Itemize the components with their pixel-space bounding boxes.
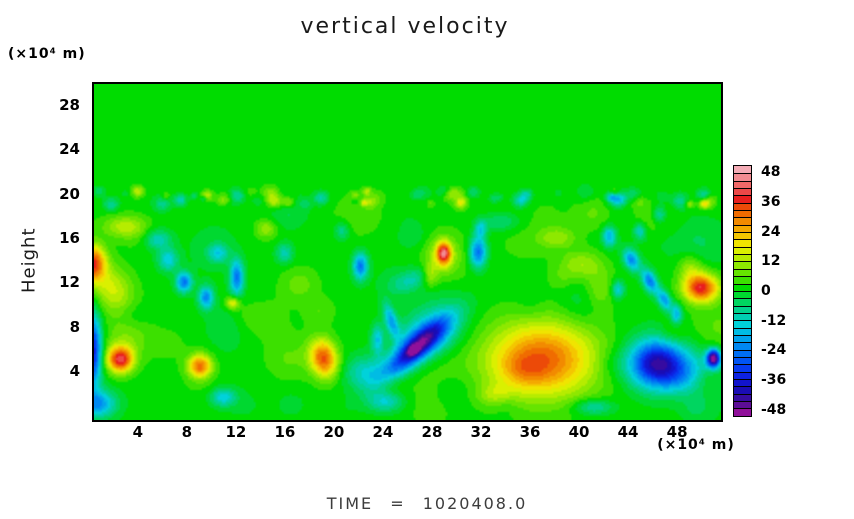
colorbar-segment bbox=[734, 334, 751, 343]
colorbar-segment bbox=[734, 371, 751, 379]
colorbar-segment bbox=[734, 290, 751, 299]
colorbar-tick-label: -24 bbox=[761, 342, 787, 359]
x-tick-label: 48 bbox=[666, 423, 688, 441]
colorbar-segment bbox=[734, 408, 751, 416]
colorbar-segment bbox=[734, 195, 751, 203]
colorbar-segment bbox=[734, 239, 751, 247]
y-tick-label: 4 bbox=[69, 361, 80, 380]
colorbar-segment bbox=[734, 342, 751, 350]
colorbar-segment bbox=[734, 283, 751, 291]
x-axis-unit-label: (×10⁴ m) bbox=[657, 437, 735, 453]
colorbar-segment bbox=[734, 232, 751, 240]
colorbar-segment bbox=[734, 210, 751, 218]
x-tick-label: 12 bbox=[225, 423, 247, 441]
y-tick-label: 20 bbox=[59, 184, 80, 203]
colorbar-segment bbox=[734, 320, 751, 328]
colorbar bbox=[733, 165, 752, 417]
x-tick-label: 40 bbox=[568, 423, 590, 441]
y-tick-label: 16 bbox=[59, 228, 80, 247]
x-tick-label: 20 bbox=[323, 423, 345, 441]
plot-frame bbox=[92, 82, 723, 422]
colorbar-segment bbox=[734, 305, 751, 313]
colorbar-segment bbox=[734, 166, 751, 174]
colorbar-tick-label: -36 bbox=[761, 371, 787, 388]
colorbar-segment bbox=[734, 173, 751, 181]
y-tick-label: 8 bbox=[69, 317, 80, 336]
x-tick-label: 36 bbox=[519, 423, 541, 441]
contour-plot-canvas bbox=[94, 84, 721, 420]
colorbar-segment bbox=[734, 188, 751, 196]
y-tick-label: 24 bbox=[59, 140, 80, 159]
colorbar-segment bbox=[734, 364, 751, 372]
colorbar-segment bbox=[734, 246, 751, 255]
y-axis-label: Height bbox=[18, 227, 40, 293]
x-tick-label: 32 bbox=[470, 423, 492, 441]
colorbar-tick-label: 36 bbox=[761, 194, 781, 211]
colorbar-segment bbox=[734, 276, 751, 284]
colorbar-segment bbox=[734, 386, 751, 394]
colorbar-segment bbox=[734, 268, 751, 277]
chart-title: vertical velocity bbox=[300, 14, 510, 39]
colorbar-tick-label: 12 bbox=[761, 253, 781, 270]
colorbar-segment bbox=[734, 327, 751, 335]
colorbar-segment bbox=[734, 261, 751, 269]
colorbar-segment bbox=[734, 393, 751, 401]
colorbar-tick-label: 24 bbox=[761, 223, 781, 240]
x-tick-label: 8 bbox=[181, 423, 193, 441]
x-tick-label: 28 bbox=[421, 423, 443, 441]
y-axis-unit-label: (×10⁴ m) bbox=[8, 46, 86, 62]
colorbar-segment bbox=[734, 349, 751, 357]
colorbar-tick-label: -48 bbox=[761, 401, 787, 418]
colorbar-segment bbox=[734, 202, 751, 211]
colorbar-segment bbox=[734, 298, 751, 306]
y-tick-label: 28 bbox=[59, 96, 80, 115]
colorbar-segment bbox=[734, 378, 751, 387]
colorbar-tick-label: 48 bbox=[761, 164, 781, 181]
x-tick-label: 44 bbox=[617, 423, 639, 441]
colorbar-segment bbox=[734, 180, 751, 189]
colorbar-segment bbox=[734, 217, 751, 225]
colorbar-segment bbox=[734, 312, 751, 321]
colorbar-segment bbox=[734, 224, 751, 233]
colorbar-tick-label: 0 bbox=[761, 283, 771, 299]
colorbar-segment bbox=[734, 401, 751, 409]
y-tick-label: 12 bbox=[59, 273, 80, 292]
time-caption: TIME = 1020408.0 bbox=[326, 494, 528, 513]
x-tick-label: 16 bbox=[274, 423, 296, 441]
x-tick-label: 4 bbox=[132, 423, 144, 441]
colorbar-segment bbox=[734, 356, 751, 365]
colorbar-tick-label: -12 bbox=[761, 312, 787, 329]
colorbar-segment bbox=[734, 254, 751, 262]
x-tick-label: 24 bbox=[372, 423, 394, 441]
